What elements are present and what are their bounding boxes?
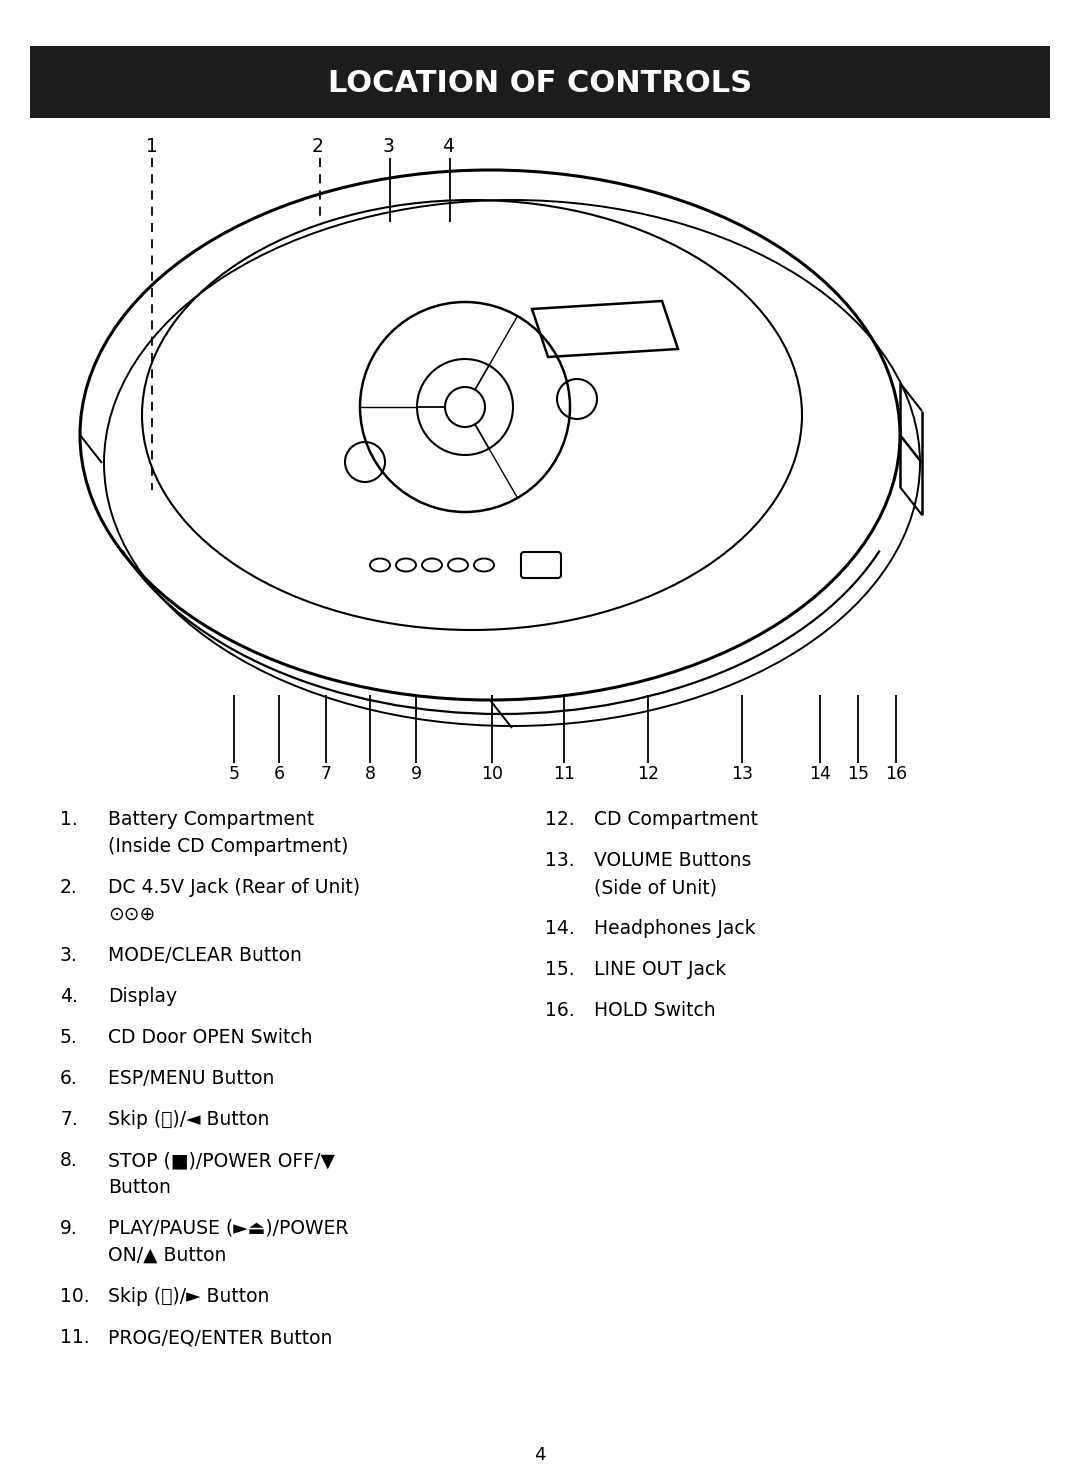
Text: PLAY/PAUSE (►⏏)/POWER: PLAY/PAUSE (►⏏)/POWER [108,1219,349,1238]
Text: 7: 7 [321,765,332,783]
Text: 1: 1 [146,137,158,157]
Text: 15: 15 [847,765,869,783]
Text: Skip (⏭)/► Button: Skip (⏭)/► Button [108,1286,269,1306]
Text: CD Door OPEN Switch: CD Door OPEN Switch [108,1028,312,1047]
Text: MODE/CLEAR Button: MODE/CLEAR Button [108,945,302,964]
Text: Skip (⏮)/◄ Button: Skip (⏮)/◄ Button [108,1111,269,1128]
Text: 12.: 12. [545,809,575,829]
Text: 14.: 14. [545,919,575,938]
Text: ESP/MENU Button: ESP/MENU Button [108,1069,274,1089]
Text: 13: 13 [731,765,753,783]
Text: DC 4.5V Jack (Rear of Unit): DC 4.5V Jack (Rear of Unit) [108,877,360,897]
Text: STOP (■)/POWER OFF/▼: STOP (■)/POWER OFF/▼ [108,1151,335,1170]
Text: 10.: 10. [60,1286,90,1306]
Text: Display: Display [108,987,177,1006]
Text: 11: 11 [553,765,575,783]
Text: 9.: 9. [60,1219,78,1238]
Text: 5.: 5. [60,1028,78,1047]
Text: 2.: 2. [60,877,78,897]
Text: Headphones Jack: Headphones Jack [594,919,756,938]
Text: 1.: 1. [60,809,78,829]
Text: 11.: 11. [60,1328,90,1347]
Text: ⊙⊙⊕: ⊙⊙⊕ [108,905,156,925]
Text: 4: 4 [442,137,454,157]
Text: 9: 9 [410,765,421,783]
Text: Battery Compartment: Battery Compartment [108,809,314,829]
Text: 14: 14 [809,765,831,783]
Text: 4.: 4. [60,987,78,1006]
Text: (Side of Unit): (Side of Unit) [594,877,717,897]
Text: 4: 4 [535,1446,545,1464]
Text: HOLD Switch: HOLD Switch [594,1001,716,1021]
Text: 10: 10 [481,765,503,783]
Text: PROG/EQ/ENTER Button: PROG/EQ/ENTER Button [108,1328,333,1347]
Text: 6: 6 [273,765,284,783]
Text: 13.: 13. [545,851,575,870]
Text: 3.: 3. [60,945,78,964]
Text: 6.: 6. [60,1069,78,1089]
Text: 8.: 8. [60,1151,78,1170]
Text: LINE OUT Jack: LINE OUT Jack [594,960,726,979]
Text: 15.: 15. [545,960,575,979]
Text: 12: 12 [637,765,659,783]
Text: 8: 8 [365,765,376,783]
Text: 5: 5 [229,765,240,783]
Text: ON/▲ Button: ON/▲ Button [108,1247,227,1264]
Text: 16: 16 [885,765,907,783]
Text: 3: 3 [382,137,394,157]
Text: LOCATION OF CONTROLS: LOCATION OF CONTROLS [328,68,752,97]
Text: (Inside CD Compartment): (Inside CD Compartment) [108,837,349,857]
Bar [30,46,1050,118]
Text: 7.: 7. [60,1111,78,1128]
Text: 16.: 16. [545,1001,575,1021]
Text: Button: Button [108,1179,171,1196]
Text: VOLUME Buttons: VOLUME Buttons [594,851,752,870]
Text: CD Compartment: CD Compartment [594,809,758,829]
Text: 2: 2 [312,137,324,157]
